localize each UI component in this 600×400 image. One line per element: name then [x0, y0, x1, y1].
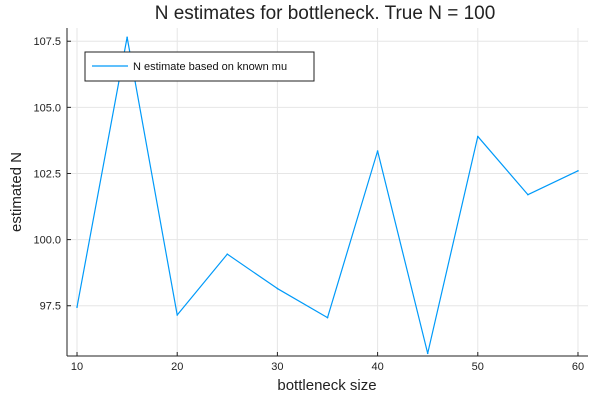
x-tick-label: 60	[572, 361, 584, 373]
y-axis-ticks: 97.5 100.0 102.5 105.0 107.5	[33, 36, 71, 313]
x-tick-label: 30	[271, 361, 283, 373]
legend: N estimate based on known mu	[84, 51, 315, 82]
x-tick-label: 40	[371, 361, 383, 373]
data-point	[376, 150, 379, 152]
y-tick-label: 100.0	[33, 235, 61, 247]
axes	[66, 28, 588, 357]
data-point	[476, 135, 479, 138]
y-tick-label: 97.5	[40, 301, 61, 313]
plot-area	[76, 36, 579, 355]
data-point	[326, 316, 329, 319]
data-point	[176, 314, 179, 316]
x-axis-ticks: 10 20 30 40 50 60	[71, 352, 584, 373]
data-point	[276, 287, 279, 290]
y-tick-label: 105.0	[33, 102, 61, 114]
x-axis-label: bottleneck size	[277, 377, 376, 394]
data-point	[226, 253, 229, 255]
y-tick-label: 102.5	[33, 168, 61, 180]
data-point	[426, 352, 429, 355]
x-tick-label: 10	[71, 361, 83, 373]
x-tick-label: 20	[171, 361, 183, 373]
data-point	[126, 36, 128, 39]
data-point	[527, 193, 529, 196]
x-tick-label: 50	[472, 361, 484, 373]
data-point	[577, 170, 579, 172]
data-point	[76, 306, 78, 308]
legend-label: N estimate based on known mu	[133, 61, 287, 73]
chart-title: N estimates for bottleneck. True N = 100	[155, 3, 496, 24]
grid	[67, 28, 588, 356]
y-axis-label: estimated N	[8, 152, 25, 232]
y-tick-label: 107.5	[33, 36, 61, 48]
